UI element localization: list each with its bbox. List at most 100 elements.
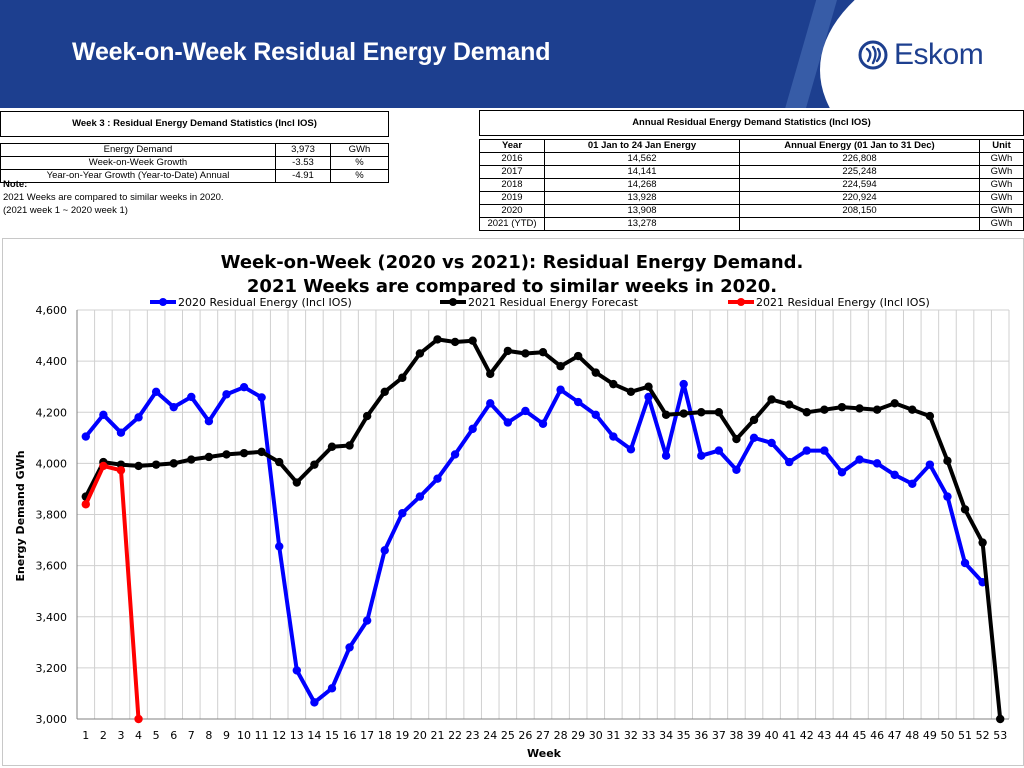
data-point: [81, 432, 90, 441]
note-line: 2021 Weeks are compared to similar weeks…: [3, 192, 224, 203]
data-point: [204, 452, 214, 462]
data-point: [345, 441, 354, 450]
data-point: [802, 446, 811, 455]
data-point: [310, 698, 319, 707]
x-tick-label: 36: [694, 729, 708, 742]
y-tick-label: 4,400: [36, 355, 68, 368]
legend-swatch-marker: [159, 298, 167, 306]
note-line: (2021 week 1 ~ 2020 week 1): [3, 205, 128, 216]
series-group: [81, 461, 143, 724]
data-point: [134, 461, 143, 471]
data-point: [697, 408, 706, 417]
y-tick-label: 3,000: [36, 713, 68, 726]
data-point: [468, 336, 477, 345]
data-point: [169, 402, 178, 412]
y-tick-label: 3,800: [36, 509, 68, 522]
x-tick-label: 9: [223, 729, 230, 742]
data-point: [556, 362, 565, 371]
data-point: [187, 392, 196, 402]
data-point: [486, 399, 495, 408]
x-tick-label: 42: [800, 729, 814, 742]
table-row: 2016 14,562 226,808 GWh: [479, 152, 1024, 166]
data-point: [573, 351, 583, 361]
legend-entry: 2021 Residual Energy (Incl IOS): [728, 296, 930, 309]
note-block: Note: 2021 Weeks are compared to similar…: [3, 178, 224, 217]
x-tick-label: 1: [82, 729, 89, 742]
table-cell: 2021 (YTD): [479, 217, 545, 231]
x-tick-label: 30: [589, 729, 603, 742]
annual-stats-table: Annual Residual Energy Demand Statistics…: [479, 110, 1024, 231]
x-tick-label: 48: [905, 729, 919, 742]
y-tick-label: 4,000: [36, 457, 68, 470]
data-point: [872, 459, 882, 468]
data-point: [521, 406, 530, 416]
legend-label: 2021 Residual Energy Forecast: [468, 296, 639, 309]
x-tick-label: 4: [135, 729, 142, 742]
data-point: [943, 456, 952, 466]
x-tick-label: 51: [958, 729, 972, 742]
x-tick-label: 26: [518, 729, 532, 742]
data-point: [626, 445, 636, 454]
data-point: [398, 509, 407, 518]
data-point: [908, 405, 917, 414]
x-axis-label: Week: [527, 747, 562, 760]
legend-swatch-marker: [449, 298, 457, 306]
data-point: [222, 390, 231, 399]
data-point: [714, 446, 724, 455]
weekly-stats-table: Week 3 : Residual Energy Demand Statisti…: [0, 111, 389, 183]
data-point: [257, 393, 266, 402]
data-point: [257, 447, 266, 457]
x-tick-label: 2: [100, 729, 107, 742]
data-point: [398, 373, 407, 382]
x-tick-label: 28: [554, 729, 568, 742]
x-tick-label: 14: [307, 729, 321, 742]
chart-title: Week-on-Week (2020 vs 2021): Residual En…: [221, 252, 804, 273]
data-point: [960, 505, 970, 514]
data-point: [345, 643, 354, 652]
x-tick-label: 7: [188, 729, 195, 742]
data-point: [943, 492, 952, 501]
data-point: [732, 465, 741, 474]
table-row: 2018 14,268 224,594 GWh: [479, 178, 1024, 192]
data-point: [767, 438, 776, 448]
x-tick-label: 22: [448, 729, 462, 742]
x-tick-label: 41: [782, 729, 796, 742]
data-point: [187, 455, 196, 464]
data-point: [573, 397, 583, 407]
data-point: [890, 470, 899, 480]
data-point: [204, 416, 214, 426]
y-axis-label: Energy Demand GWh: [14, 450, 27, 581]
data-point: [802, 408, 811, 417]
weekly-stats-caption: Week 3 : Residual Energy Demand Statisti…: [0, 111, 389, 137]
stat-label: Year-on-Year Growth (Year-to-Date) Annua…: [0, 169, 276, 183]
x-tick-label: 32: [624, 729, 638, 742]
data-point: [503, 418, 513, 427]
table-row: 2020 13,908 208,150 GWh: [479, 204, 1024, 218]
data-point: [749, 415, 759, 425]
data-point: [679, 409, 688, 418]
data-point: [749, 433, 759, 443]
data-point: [415, 349, 425, 358]
table-row: 2021 (YTD) 13,278 GWh: [479, 217, 1024, 231]
x-tick-label: 18: [378, 729, 392, 742]
eskom-logo: Eskom: [858, 36, 984, 74]
data-point: [380, 387, 389, 396]
data-point: [908, 479, 917, 489]
data-point: [855, 455, 864, 464]
x-tick-label: 3: [117, 729, 124, 742]
y-tick-label: 3,600: [36, 560, 68, 573]
table-row: Year-on-Year Growth (Year-to-Date) Annua…: [0, 169, 389, 183]
x-tick-label: 23: [466, 729, 480, 742]
x-tick-label: 52: [976, 729, 990, 742]
data-point: [784, 457, 794, 467]
data-point: [837, 468, 847, 477]
data-point: [872, 405, 882, 414]
series-group: [81, 335, 1005, 724]
x-tick-label: 17: [360, 729, 374, 742]
x-tick-label: 49: [923, 729, 937, 742]
y-tick-label: 3,400: [36, 611, 68, 624]
data-point: [292, 666, 302, 675]
data-point: [679, 379, 688, 389]
x-tick-label: 47: [888, 729, 902, 742]
